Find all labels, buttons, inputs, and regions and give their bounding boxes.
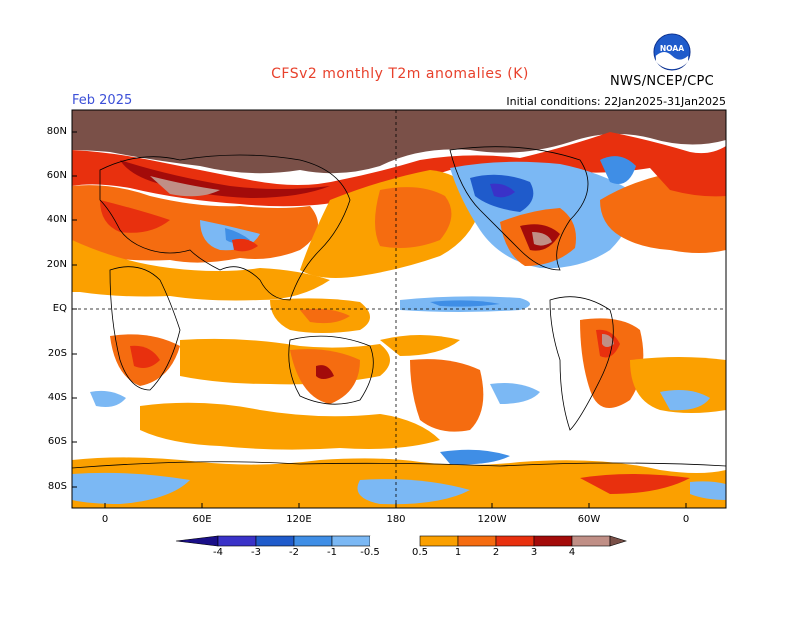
colorbar-swatch-below-min: [175, 535, 219, 547]
lon-label-120e: 120E: [286, 514, 312, 525]
coastlines: [72, 146, 726, 469]
colorbar-tick-label: 1: [454, 547, 462, 558]
colorbar-tick-label: -4: [213, 547, 223, 558]
colorbar-swatch: [495, 535, 535, 547]
lat-label-20s: 20S: [47, 348, 67, 359]
colorbar-swatch: [255, 535, 295, 547]
axis-ticks: [72, 131, 687, 508]
lat-label-80s: 80S: [47, 481, 67, 492]
colorbar-swatch-neutral: [370, 536, 420, 546]
chart-title: CFSv2 monthly T2m anomalies (K): [271, 66, 529, 82]
colorbar-swatch: [571, 535, 611, 547]
agency-label: NWS/NCEP/CPC: [610, 74, 715, 89]
lon-label-60w: 60W: [577, 514, 601, 525]
colorbar-tick-label: -0.5: [360, 547, 380, 558]
lon-label-0-east: 0: [682, 514, 690, 525]
colorbar-swatch: [457, 535, 497, 547]
colorbar-tick-label: -3: [251, 547, 261, 558]
colorbar-tick-label: 4: [568, 547, 576, 558]
lat-label-40n: 40N: [46, 214, 67, 225]
colorbar-swatch-above-max: [609, 535, 628, 547]
colorbar-swatch: [217, 535, 257, 547]
colorbar-tick-label: 0.5: [412, 547, 428, 558]
colorbar-swatch: [293, 535, 333, 547]
lat-label-60n: 60N: [46, 170, 67, 181]
forecast-month: Feb 2025: [72, 93, 133, 108]
lat-label-eq: EQ: [52, 303, 67, 314]
colorbar-tick-label: 3: [530, 547, 538, 558]
lon-label-120w: 120W: [477, 514, 507, 525]
lon-label-180: 180: [386, 514, 406, 525]
lon-label-0: 0: [101, 514, 109, 525]
lon-label-60e: 60E: [192, 514, 212, 525]
colorbar-swatch: [533, 535, 573, 547]
lat-label-20n: 20N: [46, 259, 67, 270]
lat-label-60s: 60S: [47, 436, 67, 447]
noaa-logo-icon: NOAA: [653, 33, 691, 71]
colorbar-tick-label: -2: [289, 547, 299, 558]
colorbar-tick-label: 2: [492, 547, 500, 558]
lat-label-40s: 40S: [47, 392, 67, 403]
colorbar: [175, 535, 628, 547]
colorbar-tick-label: -1: [327, 547, 337, 558]
initial-conditions: Initial conditions: 22Jan2025-31Jan2025: [506, 95, 726, 108]
colorbar-swatch: [419, 535, 459, 547]
noaa-logo-text: NOAA: [660, 44, 684, 53]
lat-label-80n: 80N: [46, 126, 67, 137]
colorbar-swatch: [331, 535, 371, 547]
